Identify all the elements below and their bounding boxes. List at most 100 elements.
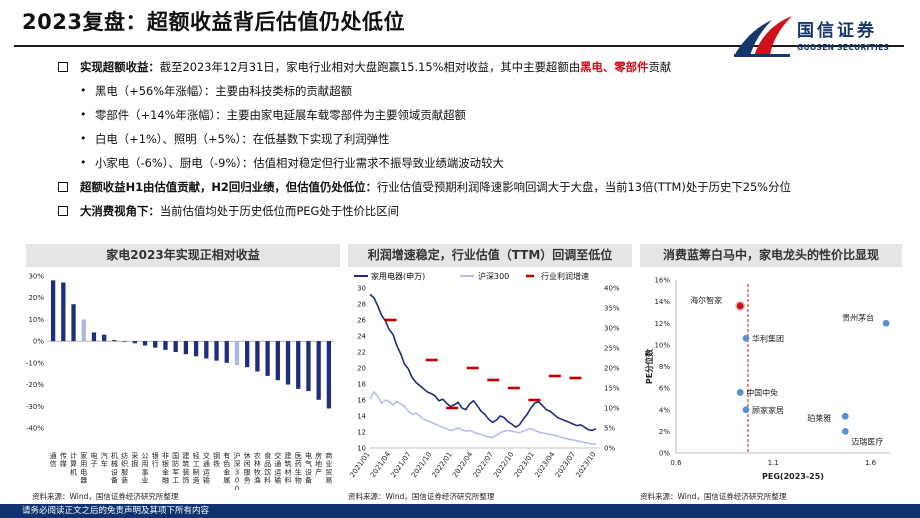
category-label: 有色金属	[223, 451, 230, 485]
left-y-tick-label: 28	[357, 301, 366, 309]
bullet-text: 截至2023年12月31日，家电行业相对大盘跑赢15.15%相对收益，其中主要超…	[159, 60, 581, 74]
dot-bullet-icon: •	[80, 108, 87, 121]
right-y-tick-label: 10%	[604, 405, 620, 413]
bar	[204, 341, 209, 359]
category-label: 钢铁	[213, 451, 220, 468]
scatter-point	[742, 334, 750, 342]
right-y-tick-label: 0%	[604, 445, 615, 453]
category-label: 传媒	[60, 451, 67, 468]
bar	[214, 341, 219, 361]
bullet-lead: 实现超额收益：	[80, 60, 160, 74]
bar	[71, 304, 76, 342]
left-y-tick-label: 14	[357, 413, 366, 421]
legend-label-csi300: 沪深300	[478, 271, 509, 281]
sub-bullet-text: 黑电（+56%年涨幅）：主要由科技类标的贡献超额	[95, 84, 352, 98]
category-label: 计算机	[70, 451, 77, 476]
y-tick-label: -20%	[26, 381, 44, 389]
bar	[193, 341, 199, 357]
category-label: 公用事业	[142, 452, 149, 485]
y-tick-label: 0%	[659, 450, 670, 458]
x-tick-label: 0.6	[670, 459, 682, 467]
category-label: 交通运输	[274, 451, 281, 485]
bar	[61, 282, 66, 342]
right-panel-title: 消费蓝筹白马中，家电龙头的性价比显现	[640, 244, 902, 267]
bar	[224, 341, 229, 363]
bullet-lead: 超额收益H1由估值贡献，H2回归业绩，但估值仍处低位：	[80, 180, 377, 194]
left-y-tick-label: 30	[357, 285, 366, 293]
bar	[285, 341, 291, 385]
peg-scatter-chart: 0% 2% 4% 6% 8% 10% 12% 14% 16% 0.6 1.1 1.6 PEG(2023-…	[644, 277, 890, 481]
home-appliance-line	[369, 293, 597, 432]
bar	[132, 341, 137, 344]
bullet-consumption: 大消费视角下：当前估值均处于历史低位而PEG处于性价比区间	[58, 199, 908, 223]
y-tick-label: -40%	[26, 425, 44, 433]
right-y-tick-label: 15%	[604, 385, 620, 393]
y-tick-label: 14%	[654, 298, 670, 306]
category-label: 交通运输	[203, 451, 210, 485]
square-bullet-icon	[58, 62, 68, 72]
logo-chinese-name: 国信证券	[797, 21, 877, 41]
category-label: 汽车	[101, 451, 108, 468]
right-y-tick-label: 20%	[604, 365, 620, 373]
bar	[255, 341, 260, 372]
y-tick-label: 12%	[654, 320, 670, 328]
right-source-note: 资料来源：Wind，国信证券经济研究所整理	[640, 492, 787, 501]
point-label: 顾家家居	[752, 405, 784, 415]
middle-source-note: 资料来源：Wind，国信证券经济研究所整理	[348, 492, 495, 501]
middle-panel-title: 利润增速稳定，行业估值（TTM）回调至低位	[348, 244, 632, 267]
point-label: 珀莱雅	[807, 413, 831, 423]
bullet-excess-return: 实现超额收益：截至2023年12月31日，家电行业相对大盘跑赢15.15%相对收…	[58, 55, 908, 79]
left-y-tick-label: 24	[357, 333, 366, 341]
y-tick-label: 16%	[654, 277, 670, 285]
left-y-tick-label: 18	[357, 381, 366, 389]
sub-bullet-text: 小家电（-6%）、厨电（-9%）：估值相对稳定但行业需求不振导致业绩端波动较大	[95, 156, 504, 170]
bar	[142, 341, 148, 346]
x-tick-label: 2023/10	[574, 451, 597, 479]
y-tick-label: 20%	[28, 294, 44, 302]
y-tick-label: -10%	[26, 359, 44, 367]
scatter-point	[736, 389, 744, 396]
left-y-tick-label: 20	[357, 365, 366, 373]
logo-english-name: GUOSEN SECURITIES	[797, 43, 890, 52]
disclaimer-footer: 请务必阅读正文之后的免责声明及其项下所有内容	[0, 504, 920, 518]
category-label: 机械设备	[111, 451, 118, 485]
left-panel-title: 家电2023年实现正相对收益	[26, 244, 340, 267]
bullet-text: 当前估值均处于历史低位而PEG处于性价比区间	[159, 204, 400, 218]
csi300-line	[369, 390, 596, 445]
dot-bullet-icon: •	[80, 132, 87, 145]
bar	[245, 341, 250, 368]
y-tick-label: -30%	[26, 403, 44, 411]
relative-return-bar-chart: 30% 20% 10% 0% -10% -20% -30% -40% 通信传媒计算机家用电器电子…	[26, 273, 334, 490]
sub-bullet-components: • 零部件（+14%年涨幅）：主要由家电延展车载零部件为主要领域贡献超额	[58, 103, 908, 127]
highlight-text: 黑电、零部件	[580, 60, 649, 74]
legend-label-home-appliance: 家用电器(申万)	[371, 271, 425, 281]
scatter-point	[841, 427, 849, 435]
bar	[102, 334, 107, 342]
category-label: 电气设备	[305, 451, 312, 485]
left-y-tick-label: 22	[357, 349, 366, 357]
bullet-text: 行业估值受预期利润降速影响回调大于大盘，当前13倍(TTM)处于历史下25%分位	[376, 180, 791, 194]
right-y-tick-label: 25%	[604, 345, 620, 353]
right-y-tick-label: 35%	[604, 305, 620, 313]
sub-bullet-white-appliance: • 白电（+1%）、照明（+5%）：在低基数下实现了利润弹性	[58, 127, 908, 151]
category-label: 银行	[152, 451, 159, 468]
y-tick-label: 10%	[28, 316, 44, 324]
category-label: 房地产	[315, 451, 322, 476]
y-tick-label: 10%	[654, 341, 670, 349]
y-tick-label: 2%	[659, 428, 670, 436]
valuation-line-chart: 家用电器(申万) 沪深300 行业利润增速 30 28 26 24 22 20 18 16 14 12 1…	[348, 271, 620, 479]
x-tick-label: 1.1	[768, 459, 779, 467]
bar	[173, 341, 178, 352]
scatter-point	[742, 406, 750, 414]
sub-bullet-text: 零部件（+14%年涨幅）：主要由家电延展车载零部件为主要领域贡献超额	[95, 108, 466, 122]
y-axis-title: PE分位数	[644, 348, 654, 384]
category-label: 建筑装饰	[182, 451, 189, 485]
x-axis-title: PEG(2023-25)	[762, 472, 824, 481]
left-y-tick-label: 16	[357, 397, 366, 405]
left-y-tick-label: 26	[357, 317, 366, 325]
x-tick-label: 1.6	[865, 459, 877, 467]
bullet-valuation: 超额收益H1由估值贡献，H2回归业绩，但估值仍处低位：行业估值受预期利润降速影响…	[58, 175, 908, 199]
category-label: 国防军工	[172, 452, 179, 485]
bar	[163, 341, 168, 350]
square-bullet-icon	[58, 182, 68, 192]
